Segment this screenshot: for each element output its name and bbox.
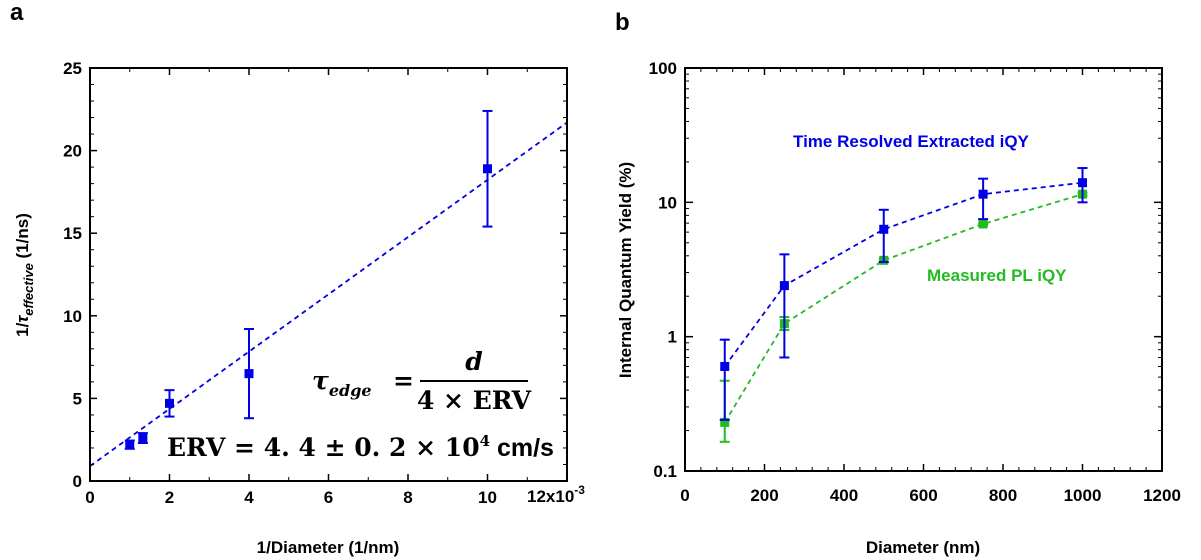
formula-equals: = <box>393 366 414 395</box>
a-ytick-label: 25 <box>63 59 82 78</box>
b-point-time-resolved <box>978 189 988 199</box>
erv-text: ERV = 4. 4 ± 0. 2 × 104 cm/s <box>167 432 554 462</box>
formula-denominator: 4 × ERV <box>417 386 532 415</box>
a-xtick-label: 0 <box>85 488 94 507</box>
b-xtick-label: 400 <box>830 486 858 505</box>
b-ytick-label: 10 <box>658 193 677 212</box>
a-xtick-label: 10 <box>478 488 497 507</box>
b-point-time-resolved <box>720 361 730 371</box>
b-point-time-resolved <box>879 224 889 234</box>
a-data-point <box>138 433 148 443</box>
panel-a: a 0 5 10 15 20 25 0 2 4 6 8 10 1/Diameter (1/nm) 1/… <box>10 0 585 557</box>
a-xtick-label: 6 <box>324 488 333 507</box>
panel-b-xlabel: Diameter (nm) <box>866 538 980 557</box>
formula-numerator: d <box>465 347 482 376</box>
panel-a-x-multiplier-exp: -3 <box>574 483 585 497</box>
a-xtick-label: 4 <box>244 488 254 507</box>
a-ytick-label: 0 <box>73 472 82 491</box>
a-ytick-label: 15 <box>63 224 82 243</box>
panel-a-ylabel-unit: (1/ns) <box>13 213 32 263</box>
b-point-measured-pl <box>978 219 988 229</box>
b-point-measured-pl <box>720 417 730 427</box>
a-ytick-label: 5 <box>73 389 82 408</box>
formula-lhs-subscript: edge <box>329 381 372 400</box>
panel-a-label: a <box>10 0 24 26</box>
panel-a-frame <box>89 67 568 482</box>
b-ytick-label: 100 <box>649 59 677 78</box>
a-ytick-label: 10 <box>63 307 82 326</box>
panel-a-x-multiplier-base: 12x10 <box>527 487 574 506</box>
b-ytick-label: 0.1 <box>653 462 677 481</box>
b-ytick-label: 1 <box>668 328 677 347</box>
a-data-point <box>165 398 174 408</box>
b-point-time-resolved <box>779 281 789 291</box>
erv-unit: cm/s <box>490 434 554 462</box>
panel-a-formula: τedge = d 4 × ERV <box>312 347 532 415</box>
b-point-time-resolved <box>1078 178 1087 188</box>
panel-a-erv: ERV = 4. 4 ± 0. 2 × 104 cm/s <box>167 432 554 462</box>
b-series-measured-pl-line <box>723 193 1083 423</box>
legend-time-resolved: Time Resolved Extracted iQY <box>793 132 1030 151</box>
erv-main: ERV = 4. 4 ± 0. 2 × 10 <box>167 433 480 462</box>
legend-measured-pl: Measured PL iQY <box>927 266 1067 285</box>
panel-a-ticks: 0 5 10 15 20 25 0 2 4 6 8 10 <box>63 59 568 507</box>
a-data-point <box>125 440 135 450</box>
a-data-point <box>483 164 492 174</box>
panel-a-ylabel-symbol: τ <box>13 315 32 323</box>
panel-b-marks <box>719 167 1088 443</box>
formula-lhs: τedge <box>312 366 372 400</box>
panel-a-ylabel-subscript: effective <box>21 263 36 316</box>
b-xtick-label: 1200 <box>1143 486 1181 505</box>
a-data-point <box>244 369 254 379</box>
b-xtick-label: 800 <box>989 486 1017 505</box>
erv-exponent: 4 <box>480 432 490 450</box>
panel-a-ylabel-prefix: 1/ <box>13 322 32 336</box>
b-xtick-label: 1000 <box>1064 486 1102 505</box>
panel-b-ylabel: Internal Quantum Yield (%) <box>616 162 635 378</box>
panel-a-xlabel: 1/Diameter (1/nm) <box>257 538 400 557</box>
panel-a-marks <box>89 109 568 467</box>
a-ytick-label: 20 <box>63 142 82 161</box>
formula-lhs-symbol: τ <box>312 366 329 395</box>
panel-a-x-multiplier: 12x10-3 <box>527 483 585 506</box>
panel-a-ylabel: 1/τeffective (1/ns) <box>13 213 36 337</box>
panel-b-label: b <box>615 9 630 36</box>
panel-b-frame <box>684 67 1163 472</box>
b-xtick-label: 0 <box>680 486 689 505</box>
a-xtick-label: 8 <box>403 488 412 507</box>
b-xtick-label: 200 <box>750 486 778 505</box>
a-xtick-label: 2 <box>165 488 174 507</box>
b-xtick-label: 600 <box>909 486 937 505</box>
b-series-time-resolved-line <box>724 181 1083 368</box>
